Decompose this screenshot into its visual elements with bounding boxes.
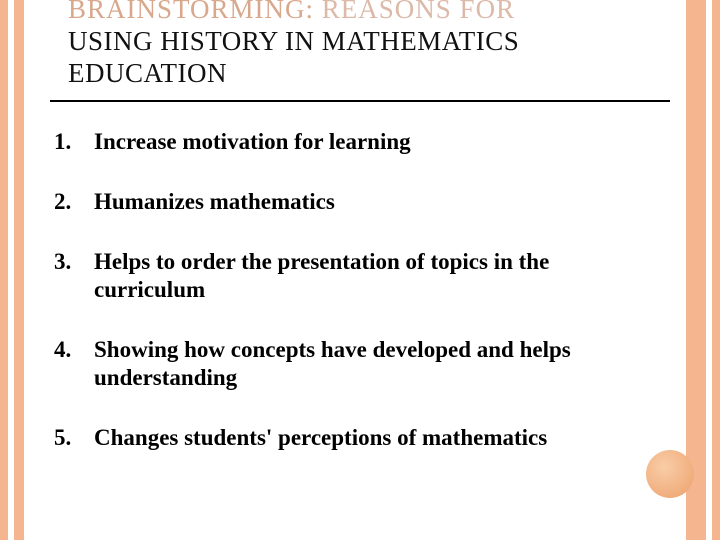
decor-stripe-left-inner xyxy=(14,0,24,540)
list-item-number: 2. xyxy=(52,188,94,216)
list-item: 3. Helps to order the presentation of to… xyxy=(50,248,670,304)
title-line-3: EDUCATION xyxy=(68,57,660,89)
decor-stripe-left-outer xyxy=(0,0,8,540)
list-item-number: 1. xyxy=(52,128,94,156)
list-item-number: 4. xyxy=(52,336,94,392)
title-line1-rest: REASONS FOR xyxy=(314,0,515,24)
decor-circle-icon xyxy=(646,450,694,498)
title-word-brainstorming: BRAINSTORMING: xyxy=(68,0,314,24)
list-item: 5. Changes students' perceptions of math… xyxy=(50,424,670,452)
list-item-text: Showing how concepts have developed and … xyxy=(94,336,670,392)
list-item: 4. Showing how concepts have developed a… xyxy=(50,336,670,392)
list-item-text: Changes students' perceptions of mathema… xyxy=(94,424,670,452)
list-item-text: Increase motivation for learning xyxy=(94,128,670,156)
list-item-text: Humanizes mathematics xyxy=(94,188,670,216)
list-item-number: 5. xyxy=(52,424,94,452)
slide-content: BRAINSTORMING: REASONS FOR USING HISTORY… xyxy=(50,0,670,540)
list-item-number: 3. xyxy=(52,248,94,304)
decor-stripe-right-outer xyxy=(712,0,720,540)
list-item: 1. Increase motivation for learning xyxy=(50,128,670,156)
list-item: 2. Humanizes mathematics xyxy=(50,188,670,216)
slide-title: BRAINSTORMING: REASONS FOR USING HISTORY… xyxy=(50,0,670,90)
title-line-2: USING HISTORY IN MATHEMATICS xyxy=(68,25,660,57)
list-item-text: Helps to order the presentation of topic… xyxy=(94,248,670,304)
title-line-1: BRAINSTORMING: REASONS FOR xyxy=(68,0,660,25)
numbered-list: 1. Increase motivation for learning 2. H… xyxy=(50,102,670,452)
